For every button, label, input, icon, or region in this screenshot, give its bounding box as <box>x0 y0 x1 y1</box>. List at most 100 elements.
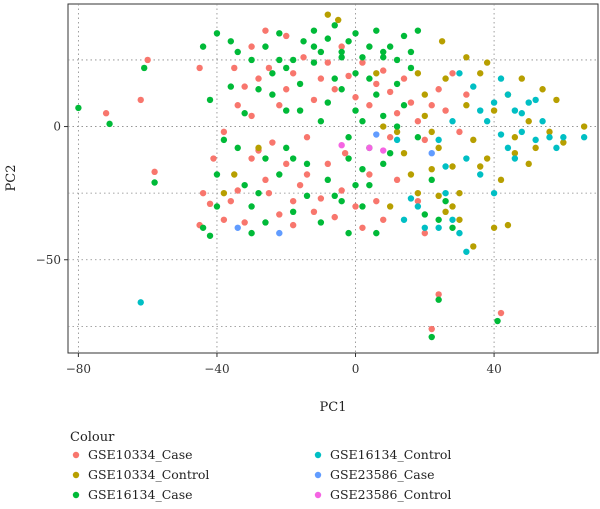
data-point <box>265 64 273 72</box>
data-point <box>262 43 269 50</box>
data-point <box>310 27 318 34</box>
data-point <box>463 102 470 109</box>
data-point <box>456 189 463 197</box>
data-point <box>248 112 255 120</box>
data-point <box>477 107 484 114</box>
data-point <box>213 30 221 37</box>
data-point <box>497 131 505 138</box>
data-point <box>334 16 342 24</box>
data-point <box>262 219 269 226</box>
data-point <box>262 155 269 162</box>
x-tick-label: 40 <box>486 362 501 376</box>
data-point <box>483 155 491 162</box>
legend-key <box>314 491 322 499</box>
data-point <box>338 141 345 149</box>
series-gse10334-case <box>102 27 505 333</box>
data-point <box>442 208 449 216</box>
data-point <box>317 75 325 82</box>
series-gse23586-control <box>338 141 387 154</box>
data-point <box>373 131 380 138</box>
data-point <box>352 30 359 37</box>
data-point <box>490 107 498 114</box>
data-point <box>407 48 415 56</box>
data-point <box>532 96 539 104</box>
data-point <box>546 128 553 136</box>
data-point <box>300 54 307 61</box>
data-point <box>400 102 408 109</box>
data-point <box>456 70 463 77</box>
data-point <box>435 192 442 200</box>
data-point <box>289 56 297 64</box>
data-point <box>331 192 338 200</box>
data-point <box>366 181 373 189</box>
data-point <box>141 64 148 72</box>
data-point <box>359 165 366 173</box>
data-point <box>338 43 345 50</box>
data-point <box>421 91 428 98</box>
data-point <box>352 94 359 101</box>
data-point <box>296 181 304 189</box>
data-point <box>241 110 248 117</box>
data-point <box>539 118 546 125</box>
data-point <box>137 299 144 306</box>
series-gse16134-case <box>75 22 501 341</box>
data-point <box>511 134 519 141</box>
data-point <box>511 107 519 114</box>
data-point <box>407 99 415 106</box>
data-point <box>296 107 304 114</box>
data-point <box>414 118 422 125</box>
data-point <box>580 123 588 130</box>
data-point <box>442 75 449 82</box>
data-point <box>248 229 255 237</box>
data-point <box>300 38 307 45</box>
data-point <box>539 86 546 93</box>
data-point <box>435 86 442 93</box>
data-point <box>359 59 366 66</box>
data-point <box>463 155 470 162</box>
data-point <box>338 197 345 205</box>
data-point <box>380 67 387 74</box>
data-point <box>241 219 248 226</box>
data-point <box>303 160 311 168</box>
data-point <box>525 99 532 106</box>
data-point <box>276 56 283 64</box>
data-point <box>504 91 512 98</box>
data-point <box>234 224 241 231</box>
data-point <box>210 155 217 162</box>
data-point <box>345 134 352 141</box>
data-point <box>241 181 248 189</box>
legend-item: GSE23586_Control <box>314 487 451 502</box>
data-point <box>511 149 519 157</box>
x-axis-title: PC1 <box>320 400 347 415</box>
data-point <box>414 27 422 34</box>
data-point <box>442 189 449 197</box>
data-point <box>199 224 207 231</box>
data-point <box>421 211 428 218</box>
data-point <box>262 27 269 34</box>
data-point <box>386 134 394 141</box>
data-point <box>483 118 491 125</box>
data-point <box>331 213 338 221</box>
data-point <box>497 176 505 184</box>
data-point <box>463 248 470 255</box>
legend-item: GSE10334_Case <box>72 447 193 462</box>
data-point <box>393 110 401 117</box>
legend-key <box>72 471 80 479</box>
data-point <box>490 224 498 231</box>
data-point <box>518 110 525 117</box>
data-point <box>393 176 401 184</box>
data-point <box>338 48 345 56</box>
data-point <box>373 27 380 34</box>
data-point <box>359 118 366 125</box>
data-point <box>220 136 228 144</box>
data-point <box>289 70 297 77</box>
data-point <box>269 91 276 98</box>
data-point <box>317 219 325 226</box>
data-point <box>296 80 304 88</box>
data-point <box>386 149 394 157</box>
legend-label: GSE10334_Control <box>88 467 209 482</box>
data-point <box>435 224 442 231</box>
legend-label: GSE10334_Case <box>88 447 193 462</box>
data-point <box>380 216 387 223</box>
data-point <box>317 48 325 56</box>
